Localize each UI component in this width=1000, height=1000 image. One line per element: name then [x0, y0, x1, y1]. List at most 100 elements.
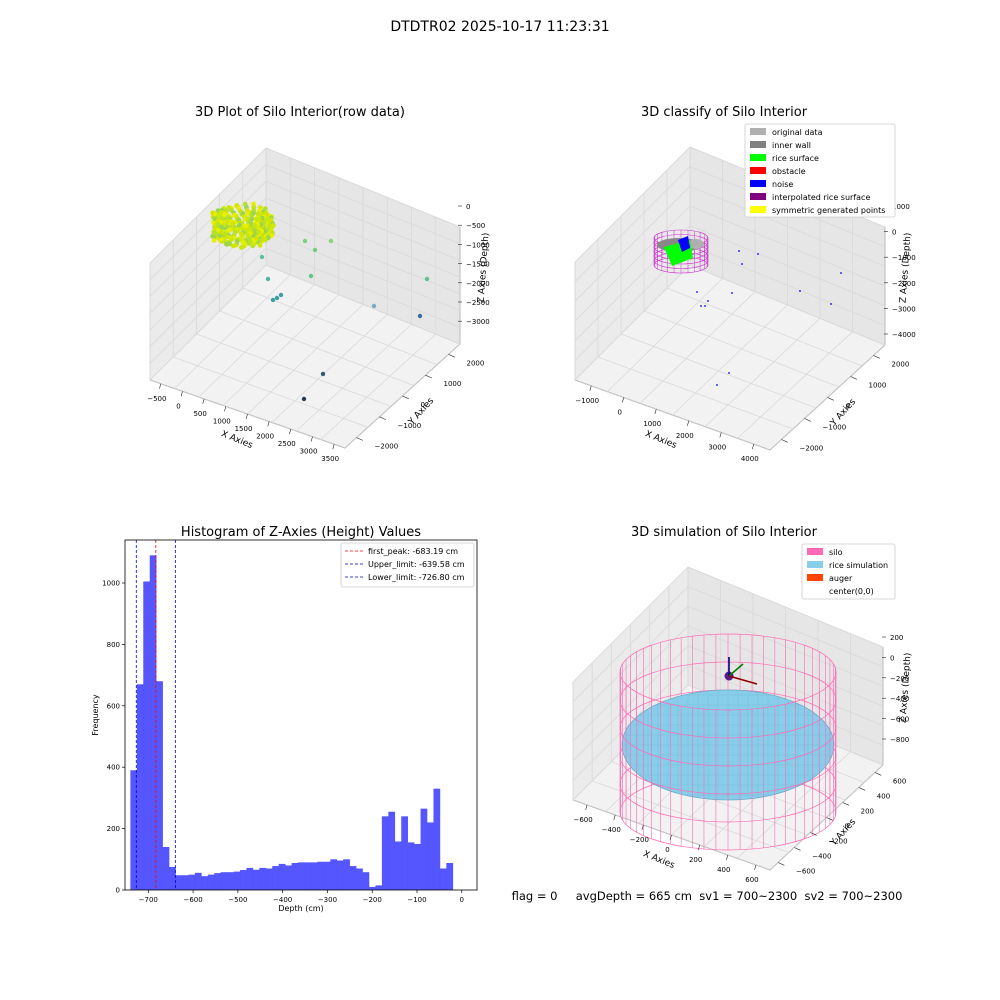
z-tick-label: 1000	[892, 203, 910, 211]
x-tick-label: 4000	[741, 455, 759, 463]
y-tick	[379, 416, 386, 420]
histogram-bar	[136, 684, 144, 890]
noise-point	[704, 305, 706, 307]
raw-point	[265, 276, 271, 282]
raw-point	[302, 238, 308, 244]
histogram-frame	[124, 539, 478, 891]
panel-raw-z-ticks: 0 −500 −1000 −1500 −2000 −2500 −3000	[458, 203, 490, 326]
x-tick-label: 1500	[235, 425, 253, 433]
legend-swatch	[750, 154, 766, 161]
x-tick-label: −500	[228, 896, 247, 904]
legend-swatch	[807, 574, 823, 581]
panel-classify-z-ticks: 1000 0 −1000 −2000 −3000 −4000	[884, 203, 916, 339]
y-tick	[781, 439, 788, 443]
legend-label: Lower_limit: -726.80 cm	[368, 573, 465, 582]
histogram-bar	[394, 841, 402, 890]
panel-classify-title: 3D classify of Silo Interior	[641, 105, 808, 120]
histogram-bar	[343, 859, 350, 890]
floor-grid-y	[592, 780, 789, 853]
x-tick-label: −600	[183, 896, 202, 904]
panel-classify-zlabel: Z Axies (Depth)	[899, 232, 914, 303]
x-tick-label: −200	[363, 896, 382, 904]
raw-point	[222, 212, 227, 218]
x-tick	[752, 444, 755, 450]
histogram-legend: first_peak: -683.19 cm Upper_limit: -639.…	[340, 542, 475, 588]
wall-grid-z	[574, 205, 691, 322]
x-tick-label: −300	[318, 896, 337, 904]
histogram-bar	[420, 808, 428, 890]
x-tick-label: 1000	[213, 417, 231, 425]
panel-simulation-x-ticks: −600 −400 −200 0 200 400 600	[573, 804, 759, 884]
histogram-bar	[175, 875, 183, 890]
x-tick-label: −1000	[575, 397, 599, 405]
histogram-bar	[194, 872, 202, 890]
legend-swatch	[750, 193, 766, 200]
floor-grid-y	[643, 310, 840, 388]
x-tick-label: 3000	[300, 448, 318, 456]
raw-point	[270, 297, 276, 303]
floor-grid-y	[219, 310, 415, 386]
y-tick	[804, 418, 811, 422]
histogram-bar	[188, 874, 196, 890]
histogram-bar	[298, 862, 305, 890]
panel-raw-points	[210, 201, 430, 402]
histogram-bar	[433, 788, 441, 890]
noise-point	[741, 263, 743, 265]
legend-swatch	[750, 141, 766, 148]
histogram-y-ticks: 0 200 400 600 800 1000	[102, 579, 125, 895]
floor-grid-x	[222, 294, 340, 406]
wall-grid-z	[689, 264, 886, 346]
x-tick	[726, 854, 729, 860]
panel-simulation-title: 3D simulation of Silo Interior	[631, 525, 818, 540]
floor-grid-x	[271, 314, 388, 423]
x-tick-label: 2500	[278, 440, 296, 448]
x-tick	[332, 444, 335, 450]
histogram-bar	[330, 859, 338, 890]
histogram-bar	[349, 866, 357, 890]
y-tick-label: −2000	[800, 445, 824, 453]
histogram-xlabel: Depth (cm)	[278, 904, 323, 913]
x-tick-label: −200	[630, 836, 649, 844]
noise-point	[707, 300, 709, 302]
wall-grid-z	[149, 264, 267, 381]
raw-point	[219, 224, 224, 230]
wall-grid-z	[265, 147, 461, 228]
z-tick-label: −400	[890, 695, 909, 703]
histogram-bar	[414, 843, 421, 890]
x-tick	[641, 824, 644, 830]
original-data-points	[688, 239, 704, 249]
raw-point	[424, 276, 430, 282]
x-tick-label: −700	[139, 896, 158, 904]
wall-grid-z	[265, 231, 461, 311]
wall-grid-z	[149, 147, 267, 264]
y-tick	[873, 355, 880, 359]
noise-point	[799, 290, 801, 292]
histogram-bar	[368, 886, 376, 890]
z-tick-label: 200	[890, 634, 903, 642]
z-tick-label: −500	[466, 222, 485, 230]
y-tick-label: 1000	[444, 380, 462, 388]
z-tick-label: −1000	[892, 254, 916, 262]
x-tick-label: 1000	[643, 420, 661, 428]
raw-point	[236, 222, 242, 228]
histogram-bar	[388, 811, 396, 890]
z-tick-label: 0	[466, 203, 470, 211]
y-tick-label: −400	[812, 853, 831, 861]
raw-point	[274, 295, 280, 301]
raw-point	[211, 238, 217, 243]
raw-point	[240, 240, 246, 246]
histogram-bar	[233, 871, 241, 890]
y-tick-label: 1000	[869, 382, 887, 390]
histogram-bar	[240, 870, 247, 890]
y-tick	[810, 832, 817, 836]
x-tick-label: 3500	[321, 455, 339, 463]
panel-classify-y-ticks: −2000 −1000 0 1000 2000	[781, 355, 909, 453]
legend-label: obstacle	[772, 167, 806, 176]
histogram-bar	[323, 861, 331, 890]
x-tick	[622, 397, 625, 403]
y-tick-label: −1000	[398, 422, 422, 430]
raw-point	[312, 247, 318, 253]
panel-simulation-z-ticks: 200 0 −200 −400 −600 −800	[882, 634, 909, 744]
wall-grid-z	[687, 566, 884, 648]
raw-point	[257, 243, 263, 248]
